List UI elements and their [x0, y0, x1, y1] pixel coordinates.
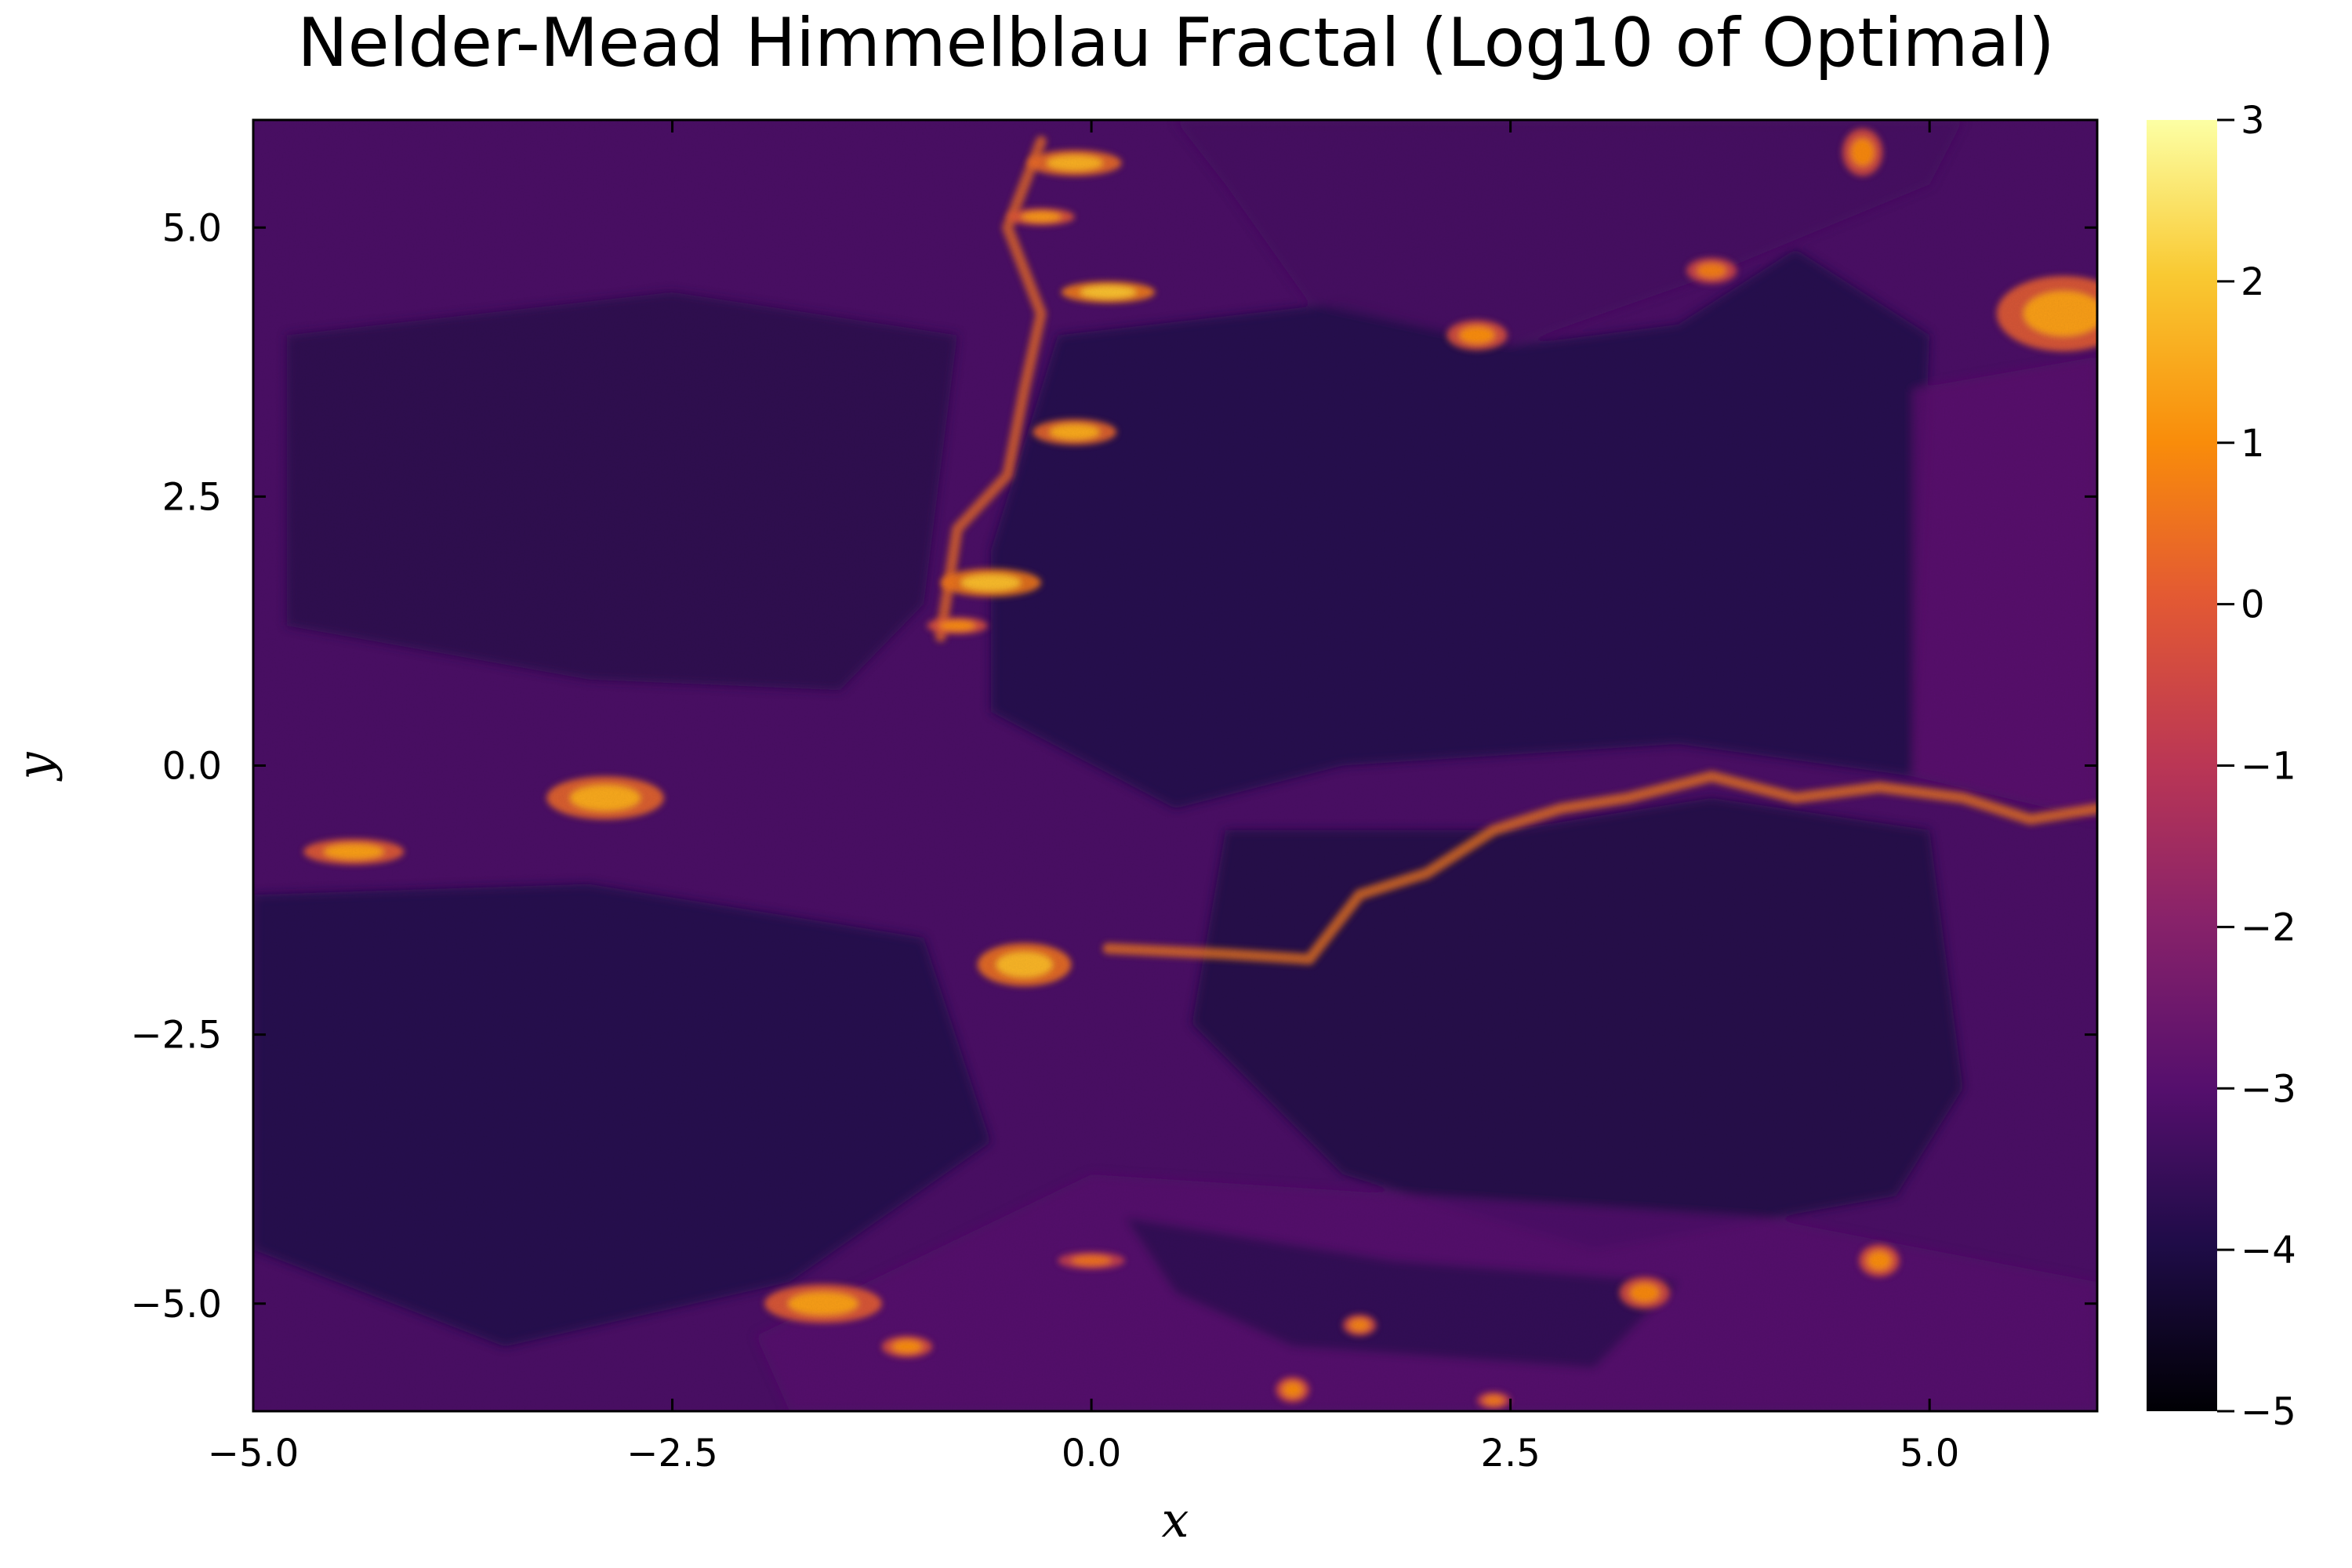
colorbar-tick-label: 2	[2241, 260, 2265, 304]
y-axis-label: y	[6, 752, 64, 782]
colorbar	[2147, 120, 2217, 1411]
x-tick-label: 0.0	[1062, 1432, 1121, 1475]
y-tick-label: 0.0	[162, 745, 222, 789]
colorbar-tick-label: −1	[2241, 745, 2296, 789]
x-tick-label: −2.5	[626, 1432, 718, 1475]
noise-texture	[253, 120, 2097, 1411]
x-tick-label: 2.5	[1480, 1432, 1540, 1475]
y-tick-label: 5.0	[162, 206, 222, 250]
colorbar-tick-label: −5	[2241, 1390, 2296, 1434]
colorbar-tick-label: −4	[2241, 1229, 2296, 1272]
y-axis-ticks: 5.0 2.5 0.0 −2.5 −5.0	[130, 206, 2097, 1327]
x-axis-ticks: −5.0 −2.5 0.0 2.5 5.0	[208, 120, 1959, 1475]
colorbar-tick-label: 0	[2241, 583, 2265, 627]
colorbar-ticks: 3 2 1 0 −1 −2 −3 −4 −5	[2217, 99, 2296, 1434]
y-tick-label: −5.0	[130, 1283, 222, 1327]
colorbar-tick-label: 3	[2241, 99, 2265, 143]
y-tick-label: −2.5	[130, 1014, 222, 1058]
x-tick-label: 5.0	[1900, 1432, 1959, 1475]
colorbar-tick-label: 1	[2241, 422, 2265, 466]
chart-title: Nelder-Mead Himmelblau Fractal (Log10 of…	[297, 4, 2054, 82]
y-tick-label: 2.5	[162, 475, 222, 519]
plot-area	[253, 120, 2097, 1411]
colorbar-tick-label: −3	[2241, 1067, 2296, 1111]
x-axis-label: x	[1162, 1491, 1189, 1548]
colorbar-tick-label: −2	[2241, 906, 2296, 949]
x-tick-label: −5.0	[208, 1432, 299, 1475]
